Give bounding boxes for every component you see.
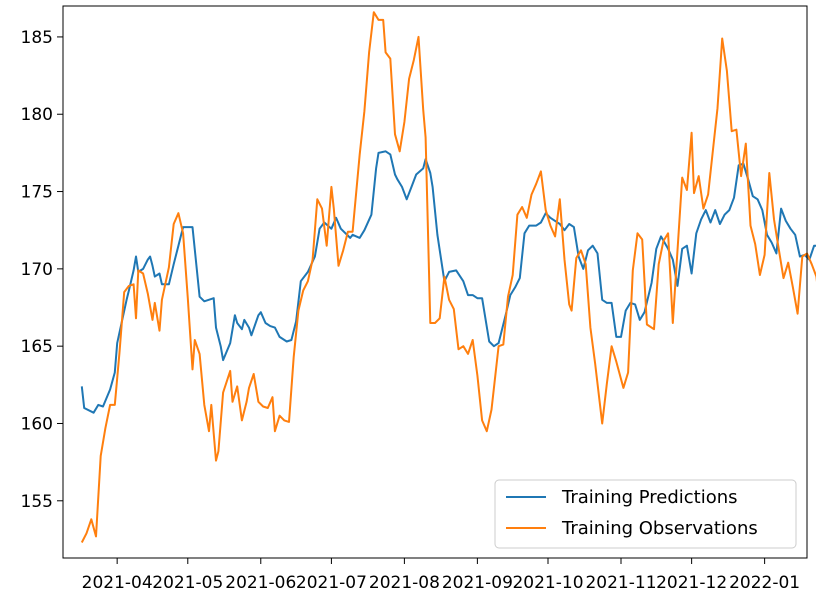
y-tick-label: 175 [21, 183, 53, 203]
legend-label-observations: Training Observations [561, 518, 758, 539]
y-tick-label: 180 [21, 105, 53, 125]
legend-label-predictions: Training Predictions [561, 487, 738, 508]
x-tick-label: 2021-12 [656, 573, 727, 593]
y-tick-label: 160 [21, 414, 53, 434]
x-tick-label: 2021-06 [225, 573, 296, 593]
series-layer [80, 11, 816, 543]
legend-box [494, 479, 797, 549]
x-tick-label: 2021-08 [369, 573, 440, 593]
plot-frame [62, 5, 808, 559]
legend: Training Predictions Training Observatio… [494, 479, 797, 549]
x-tick-label: 2021-05 [152, 573, 223, 593]
y-tick-label: 155 [21, 492, 53, 512]
x-tick-label: 2022-01 [729, 573, 800, 593]
y-tick-label: 185 [21, 28, 53, 48]
x-tick-label: 2021-10 [512, 573, 583, 593]
x-tick-label: 2021-04 [82, 573, 153, 593]
y-axis: 155 160 165 170 175 180 185 [21, 28, 63, 512]
series-line-predictions [80, 150, 816, 414]
series-line-observations [80, 11, 816, 543]
x-tick-label: 2021-07 [296, 573, 367, 593]
y-tick-label: 170 [21, 260, 53, 280]
x-tick-label: 2021-09 [442, 573, 513, 593]
x-axis: 2021-04 2021-05 2021-06 2021-07 2021-08 2021-… [82, 558, 800, 593]
x-tick-label: 2021-11 [585, 573, 656, 593]
y-tick-label: 165 [21, 337, 53, 357]
